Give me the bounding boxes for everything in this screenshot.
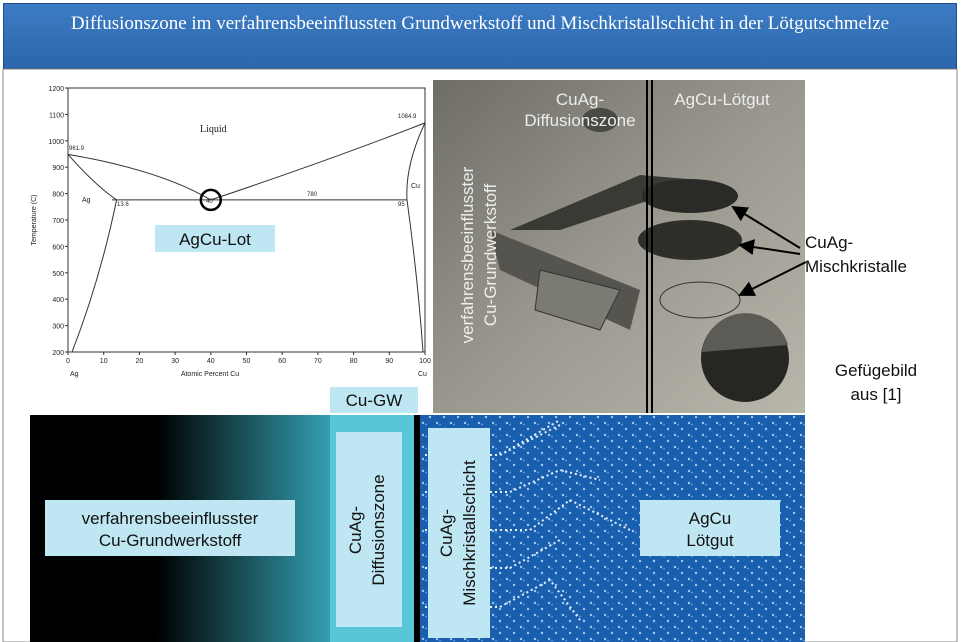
y-tick-label: 300	[52, 324, 64, 331]
schematic-label: verfahrensbeeinflusster	[82, 509, 259, 528]
source-label: aus [1]	[850, 385, 901, 404]
overlay-label: AgCu-Lot	[179, 230, 251, 249]
annotation: 13.6	[117, 202, 129, 208]
y-axis-label: Temperature (C)	[31, 195, 38, 246]
y-tick-label: 1000	[48, 139, 64, 146]
schematic-label: CuAg-	[437, 509, 456, 557]
photo-label: verfahrensbeeinflusster	[458, 166, 477, 343]
y-tick-label: 400	[52, 297, 64, 304]
y-tick-label: 800	[52, 192, 64, 199]
schematic-label: CuAg-	[346, 506, 365, 554]
y-tick-label: 600	[52, 244, 64, 251]
y-tick-label: 1100	[49, 112, 64, 119]
annotation: Ag	[82, 197, 91, 204]
phase-diagram: AgCu-Lot Liquid 961.9 1084.9 Ag Cu 13.6 …	[31, 86, 431, 378]
annotation: 1084.9	[398, 114, 417, 120]
x-tick-label: 40	[207, 358, 215, 365]
cu-gw-label: Cu-GW	[346, 391, 403, 410]
label-box	[155, 225, 275, 252]
micrograph: CuAg- Diffusionszone AgCu-Lötgut verfahr…	[433, 80, 807, 413]
x-tick-label: 10	[100, 358, 108, 365]
x-tick-label: 0	[66, 358, 70, 365]
y-tick-label: 900	[52, 165, 64, 172]
photo-label: CuAg-	[556, 90, 604, 109]
schematic-label: Diffusionszone	[369, 474, 388, 585]
crystal-label: Mischkristalle	[805, 257, 907, 276]
annotation: 40	[206, 199, 213, 205]
x-axis-label: Atomic Percent Cu	[181, 371, 239, 378]
y-tick-label: 200	[52, 350, 64, 357]
x-tick-label: 70	[314, 358, 322, 365]
schematic-label: Mischkristallschicht	[460, 460, 479, 606]
label-box	[330, 387, 418, 413]
x-end-label: Ag	[70, 371, 79, 378]
y-tick-label: 700	[52, 218, 64, 225]
annotation: 780	[307, 192, 318, 198]
photo-label: Cu-Grundwerkstoff	[481, 184, 500, 327]
x-tick-label: 100	[419, 358, 431, 365]
crystal-label: CuAg-	[805, 233, 853, 252]
x-tick-label: 30	[171, 358, 179, 365]
schematic-label: AgCu	[689, 509, 732, 528]
schematic-label: Lötgut	[686, 531, 734, 550]
x-tick-label: 80	[350, 358, 358, 365]
photo-label: AgCu-Lötgut	[674, 90, 770, 109]
y-tick-label: 1200	[48, 86, 64, 93]
schematic	[30, 415, 805, 642]
source-label: Gefügebild	[835, 361, 917, 380]
annotation: 961.9	[69, 146, 85, 152]
schematic-label: Cu-Grundwerkstoff	[99, 531, 242, 550]
x-tick-label: 60	[278, 358, 286, 365]
photo-label: Diffusionszone	[524, 111, 635, 130]
annotation: 95	[398, 202, 405, 208]
y-tick-label: 500	[52, 271, 64, 278]
x-tick-label: 20	[136, 358, 144, 365]
x-tick-label: 50	[243, 358, 251, 365]
x-end-label: Cu	[418, 371, 427, 378]
annotation: Liquid	[200, 124, 227, 135]
x-tick-label: 90	[385, 358, 393, 365]
annotation: Cu	[411, 183, 420, 190]
title: Diffusionszone im verfahrensbeeinflusste…	[3, 3, 957, 69]
